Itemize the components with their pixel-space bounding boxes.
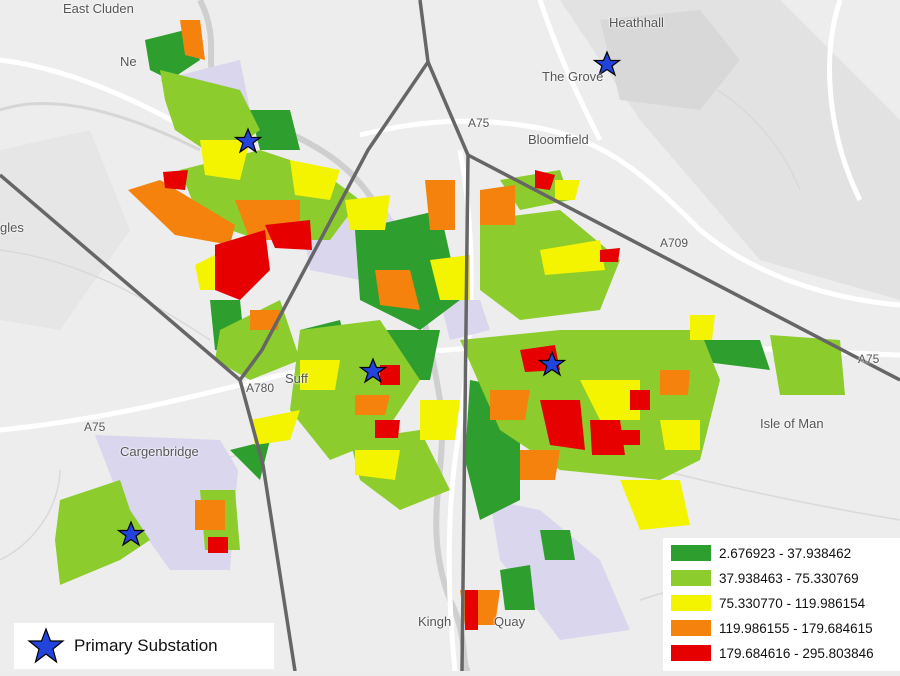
legend-label: 37.938463 - 75.330769 xyxy=(719,570,859,586)
place-label: Heathhall xyxy=(609,15,664,30)
legend-row: 37.938463 - 75.330769 xyxy=(671,568,859,588)
class-3-areas xyxy=(195,140,715,530)
legend-label: 119.986155 - 179.684615 xyxy=(719,620,873,636)
symbol-legend: Primary Substation xyxy=(14,623,274,669)
substation-markers xyxy=(116,50,622,547)
legend-row: 119.986155 - 179.684615 xyxy=(671,618,873,638)
legend-swatch xyxy=(671,645,711,661)
place-label: Ne xyxy=(120,54,137,69)
place-label: Suff xyxy=(285,371,308,386)
road-label: A75 xyxy=(858,352,880,366)
legend-swatch xyxy=(671,620,711,636)
road-label: A75 xyxy=(468,116,490,130)
road-label: A75 xyxy=(84,420,106,434)
map-legend: 2.676923 - 37.938462 37.938463 - 75.3307… xyxy=(663,538,900,671)
place-label: gles xyxy=(0,220,24,235)
place-label: Isle of Man xyxy=(760,416,824,431)
class-4-areas xyxy=(128,20,690,625)
star-icon xyxy=(358,357,388,384)
place-label: Cargenbridge xyxy=(120,444,199,459)
place-label: The Grove xyxy=(542,69,604,84)
legend-label: 2.676923 - 37.938462 xyxy=(719,545,852,561)
star-icon xyxy=(116,520,146,547)
legend-row: 75.330770 - 119.986154 xyxy=(671,593,865,613)
legend-row: 179.684616 - 295.803846 xyxy=(671,643,874,663)
legend-row: 2.676923 - 37.938462 xyxy=(671,543,851,563)
legend-label: 179.684616 - 295.803846 xyxy=(719,645,874,661)
legend-swatch xyxy=(671,545,711,561)
place-label: Quay xyxy=(494,614,526,629)
star-icon xyxy=(27,627,65,664)
star-icon xyxy=(592,50,622,77)
place-label: Bloomfield xyxy=(528,132,589,147)
legend-label: 75.330770 - 119.986154 xyxy=(719,595,866,611)
road-label: A780 xyxy=(246,381,275,395)
legend-swatch xyxy=(671,570,711,586)
star-icon xyxy=(233,127,263,154)
place-label: Kingh xyxy=(418,614,452,629)
symbol-legend-label: Primary Substation xyxy=(74,636,218,655)
star-icon xyxy=(537,350,567,377)
legend-swatch xyxy=(671,595,711,611)
road-label: A709 xyxy=(660,236,689,250)
place-label: East Cluden xyxy=(63,1,134,16)
class-5-areas xyxy=(163,170,650,630)
